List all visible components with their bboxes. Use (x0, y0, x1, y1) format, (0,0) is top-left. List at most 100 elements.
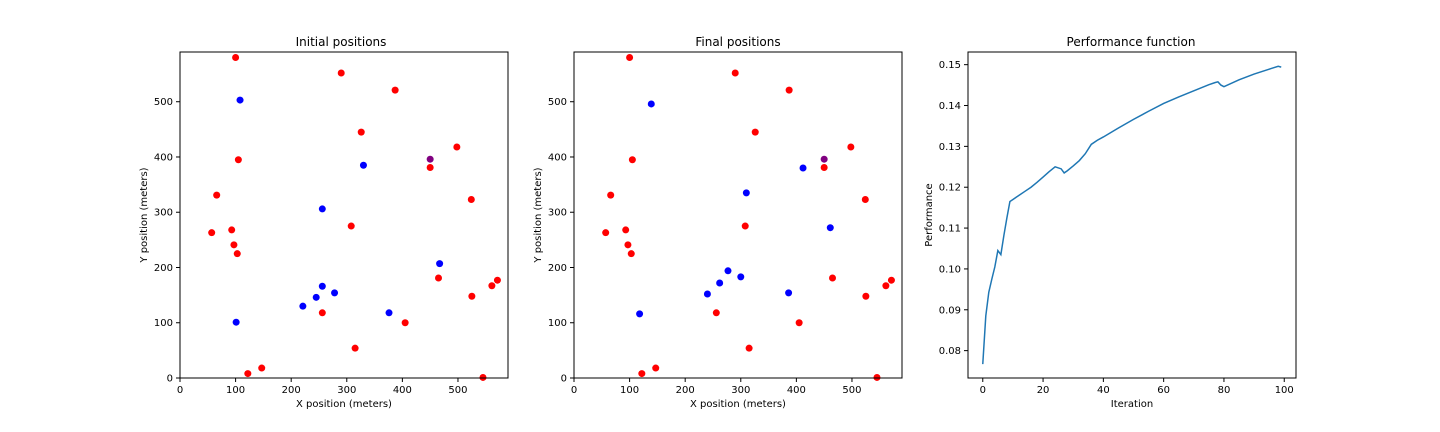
y-tick-label: 0.09 (939, 305, 961, 316)
axes-frame-final (573, 51, 903, 379)
purple-point (820, 155, 828, 163)
red-point (453, 143, 461, 151)
y-tick-label: 0 (167, 374, 173, 385)
red-point (626, 54, 634, 62)
red-point (228, 226, 236, 234)
x-tick-label: 0 (980, 385, 986, 396)
red-point (820, 163, 828, 171)
red-point (751, 128, 759, 136)
x-tick-label: 0 (571, 385, 577, 396)
blue-point (785, 289, 793, 297)
red-point (887, 276, 895, 284)
y-tick-label: 200 (548, 263, 567, 274)
red-point (230, 241, 238, 249)
red-point (468, 292, 476, 300)
red-point (712, 309, 720, 317)
red-point (493, 276, 501, 284)
red-point (627, 250, 635, 258)
red-point (258, 364, 266, 372)
red-point (602, 229, 610, 237)
x-tick-label: 0 (177, 385, 183, 396)
red-point (401, 319, 409, 327)
y-tick-label: 0.15 (939, 60, 961, 71)
red-point (795, 319, 803, 327)
blue-point (232, 318, 240, 326)
blue-point (359, 161, 367, 169)
blue-point (716, 279, 724, 287)
chart-title-final: Final positions (695, 35, 780, 49)
red-point (622, 226, 630, 234)
blue-point (299, 302, 307, 310)
blue-point (724, 267, 732, 275)
panel-initial-positions: Initial positions 0 100 200 300 400 500 0 100 20… (139, 35, 509, 410)
y-tick-label: 0.08 (939, 346, 961, 357)
panel-performance-function: Performance function 0 20 40 60 80 100 0.08 0.0… (924, 35, 1297, 410)
x-axis-label-final: X position (meters) (690, 399, 786, 410)
chart-title-performance: Performance function (1067, 35, 1196, 49)
red-point (232, 54, 240, 62)
blue-point (647, 100, 655, 108)
red-point (479, 373, 487, 381)
x-tick-label: 300 (337, 385, 356, 396)
red-point (391, 86, 399, 94)
x-tick-label: 80 (1218, 385, 1231, 396)
blue-point (312, 293, 320, 301)
y-tick-label: 0.10 (939, 264, 961, 275)
y-tick-label: 400 (548, 152, 567, 163)
x-tick-label: 100 (226, 385, 245, 396)
red-point (873, 373, 881, 381)
red-point (607, 191, 615, 199)
red-point (213, 191, 221, 199)
red-point (628, 156, 636, 164)
y-tick-label: 300 (548, 208, 567, 219)
red-point (488, 282, 496, 290)
plot-area-final: 0 100 200 300 400 500 0 100 200 300 400 500 (548, 54, 895, 396)
red-point (244, 370, 252, 378)
y-tick-label: 300 (154, 208, 173, 219)
y-tick-label: 100 (548, 318, 567, 329)
red-point (426, 163, 434, 171)
y-tick-label: 0.13 (939, 142, 961, 153)
y-tick-label: 0 (561, 374, 567, 385)
red-point (741, 222, 749, 230)
blue-point (436, 260, 444, 268)
blue-point (636, 310, 644, 318)
red-point (347, 222, 355, 230)
red-point (467, 196, 475, 204)
chart-title-initial: Initial positions (296, 35, 387, 49)
purple-point (426, 155, 434, 163)
red-point (357, 128, 365, 136)
performance-line (982, 65, 1282, 365)
red-point (861, 196, 869, 204)
blue-point (385, 309, 393, 317)
x-tick-label: 500 (448, 385, 467, 396)
red-point (624, 241, 632, 249)
red-point (882, 282, 890, 290)
blue-point (318, 205, 326, 213)
blue-point (236, 96, 244, 104)
plot-area-performance: 0 20 40 60 80 100 0.08 0.09 0.10 0.11 0.12 0.13 0.14… (939, 60, 1294, 396)
x-tick-label: 400 (787, 385, 806, 396)
red-point (745, 344, 753, 352)
red-point (337, 69, 345, 77)
y-tick-label: 0.14 (939, 101, 961, 112)
x-tick-label: 100 (1275, 385, 1294, 396)
red-point (862, 292, 870, 300)
red-point (233, 250, 241, 258)
axes-frame-performance (967, 51, 1297, 379)
x-tick-label: 20 (1037, 385, 1050, 396)
x-tick-label: 200 (676, 385, 695, 396)
red-point (318, 309, 326, 317)
blue-point (703, 290, 711, 298)
y-tick-label: 500 (154, 97, 173, 108)
y-tick-label: 100 (154, 318, 173, 329)
red-point (351, 344, 359, 352)
blue-point (737, 273, 745, 281)
blue-point (742, 189, 750, 197)
y-tick-label: 0.11 (939, 224, 961, 235)
red-point (731, 69, 739, 77)
y-tick-label: 500 (548, 97, 567, 108)
y-axis-label-final: Y position (meters) (533, 167, 544, 263)
y-axis-label-initial: Y position (meters) (139, 167, 150, 263)
